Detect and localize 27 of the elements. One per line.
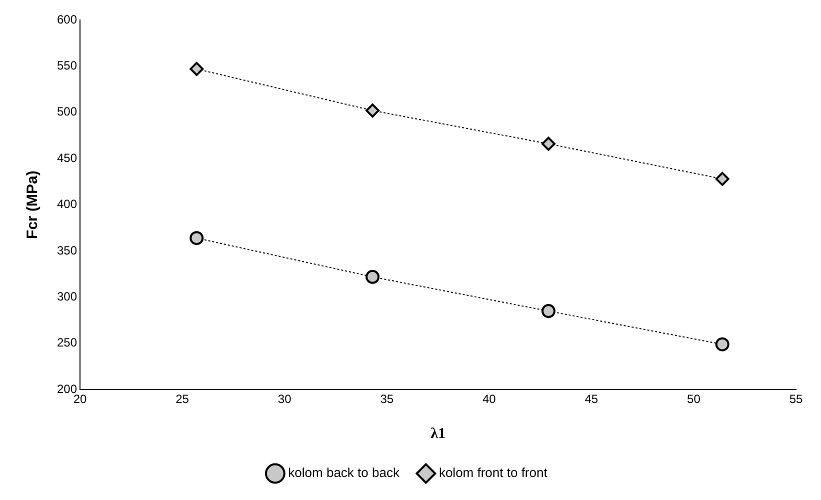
point	[366, 104, 380, 118]
y-tick-label: 550	[56, 58, 78, 73]
point	[541, 304, 556, 318]
x-tick-label: 25	[176, 392, 190, 406]
x-tick-label: 55	[789, 392, 803, 406]
y-tick-label: 600	[56, 12, 78, 26]
x-tick-label: 40	[482, 392, 496, 406]
point	[715, 172, 730, 186]
point	[366, 270, 380, 284]
y-axis-title: Fcr (MPa)	[24, 170, 42, 239]
legend-label: kolom front to front	[438, 465, 548, 480]
y-tick-label: 500	[56, 104, 78, 119]
x-tick-label: 30	[278, 392, 292, 406]
point	[715, 337, 730, 352]
x-axis-title: λ1	[430, 426, 446, 442]
point	[190, 231, 204, 246]
point	[541, 136, 556, 151]
y-tick-label: 250	[56, 336, 78, 350]
x-tick-label: 35	[380, 392, 394, 406]
y-tick-label: 400	[56, 197, 78, 212]
x-tick-label: 45	[584, 392, 598, 406]
legend-label: kolom back to back	[288, 465, 400, 480]
y-tick-label: 450	[56, 150, 78, 165]
y-tick-label: 350	[56, 243, 78, 258]
point	[190, 62, 204, 76]
y-tick-label: 300	[56, 290, 78, 304]
x-tick-label: 50	[687, 392, 701, 406]
